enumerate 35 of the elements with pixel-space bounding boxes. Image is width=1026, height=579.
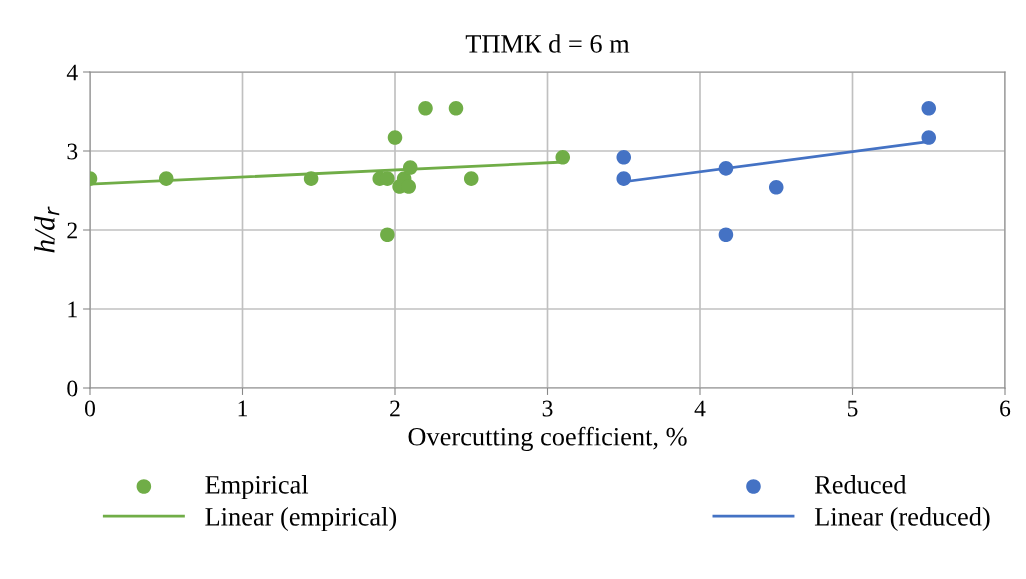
x-tick-label: 3 xyxy=(542,400,553,417)
chart-title: ТПМК d = 6 m xyxy=(465,34,630,53)
point xyxy=(402,160,418,175)
point xyxy=(463,171,479,186)
x-tick-label: 6 xyxy=(1000,400,1011,417)
point xyxy=(921,130,937,145)
point xyxy=(616,171,632,186)
point xyxy=(921,101,937,116)
point xyxy=(380,227,395,243)
point xyxy=(418,101,433,116)
x-axis-title: Overcutting coefficient, % xyxy=(408,426,687,452)
legend-label: Linear (empirical) xyxy=(205,507,397,532)
point xyxy=(387,130,403,145)
x-tick-label: 5 xyxy=(847,400,858,417)
point xyxy=(303,171,319,186)
point xyxy=(616,150,632,165)
y-tick-label: 1 xyxy=(68,301,77,318)
point xyxy=(158,171,174,186)
y-tick-label: 4 xyxy=(66,64,78,81)
legend-label: Linear (reduced) xyxy=(814,507,990,532)
point xyxy=(555,150,571,165)
x-tick-label: 2 xyxy=(390,400,400,417)
y-tick-label: 2 xyxy=(67,222,77,239)
x-tick-label: 4 xyxy=(694,400,706,417)
point xyxy=(718,161,734,176)
point xyxy=(768,180,784,195)
legend-label: Reduced xyxy=(814,475,907,494)
x-tick-label: 1 xyxy=(238,400,247,417)
y-tick-label: 3 xyxy=(67,143,78,160)
point xyxy=(718,227,734,243)
point xyxy=(448,101,464,116)
y-tick-label: 0 xyxy=(67,380,78,397)
y-axis-title: h/d$_{r}$ xyxy=(34,206,60,253)
x-tick-label: 0 xyxy=(85,400,95,417)
legend-label: Empirical xyxy=(205,475,309,500)
